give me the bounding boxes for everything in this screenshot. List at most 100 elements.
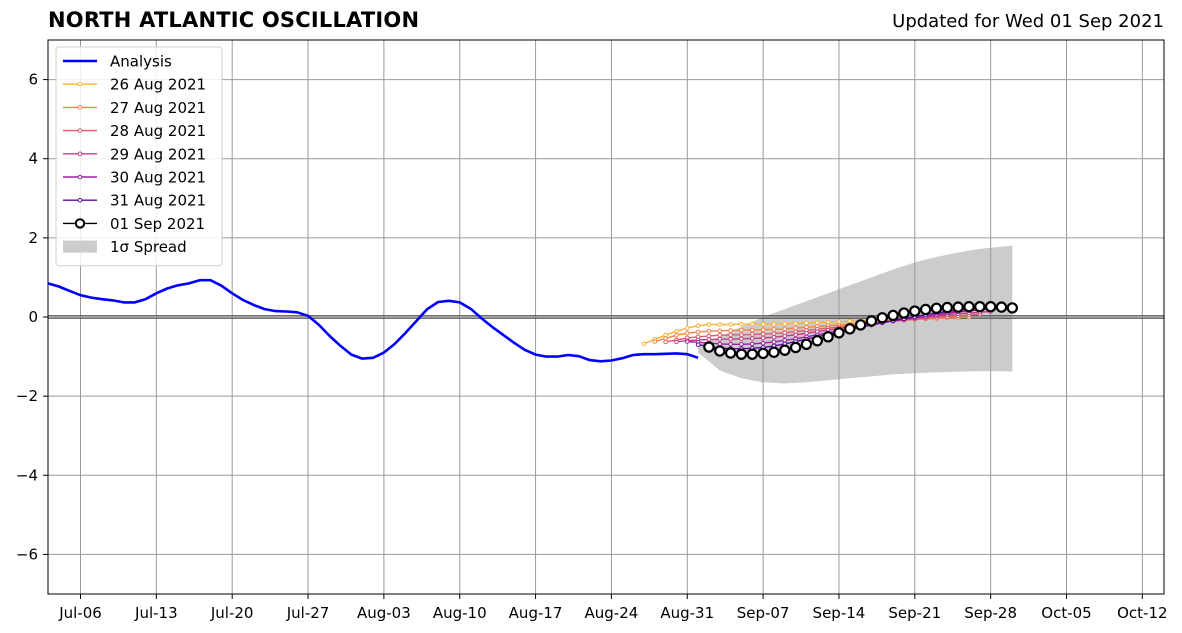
forecast-point bbox=[771, 334, 777, 340]
forecast-point bbox=[771, 331, 777, 336]
latest-forecast-point bbox=[898, 307, 910, 319]
forecast-point bbox=[663, 339, 668, 345]
forecast-point bbox=[749, 321, 755, 327]
forecast-point bbox=[760, 340, 766, 346]
forecast-point bbox=[760, 327, 766, 332]
y-tick-label: −4 bbox=[16, 466, 38, 484]
forecast-point bbox=[706, 333, 712, 339]
analysis-line bbox=[47, 278, 699, 363]
series-layer bbox=[47, 278, 1019, 363]
forecast-point bbox=[782, 321, 788, 327]
legend-marker bbox=[77, 174, 83, 180]
legend-marker bbox=[74, 218, 86, 229]
legend-label: 27 Aug 2021 bbox=[110, 99, 206, 117]
forecast-point bbox=[717, 341, 723, 347]
x-tick-label: Oct-12 bbox=[1117, 604, 1167, 622]
x-tick-label: Oct-05 bbox=[1041, 604, 1091, 622]
zero-line-layer bbox=[48, 315, 1164, 319]
latest-forecast-point bbox=[703, 341, 715, 353]
forecast-point bbox=[749, 336, 755, 341]
forecast-point bbox=[695, 323, 701, 329]
forecast-point bbox=[728, 322, 733, 327]
forecast-point bbox=[793, 325, 798, 331]
forecast-point bbox=[749, 327, 755, 333]
forecast-point bbox=[641, 341, 647, 347]
latest-forecast-point bbox=[724, 347, 737, 359]
latest-forecast-point bbox=[919, 303, 932, 316]
forecast-point bbox=[684, 325, 690, 331]
legend: Analysis 26 Aug 2021 27 Aug 2021 28 Aug 202… bbox=[55, 46, 223, 267]
legend-swatch bbox=[63, 240, 97, 253]
latest-forecast-point bbox=[1006, 302, 1019, 314]
forecast-point bbox=[782, 326, 788, 332]
x-tick-label: Aug-31 bbox=[660, 604, 714, 622]
legend-label: 31 Aug 2021 bbox=[110, 192, 206, 210]
forecast-point bbox=[771, 326, 777, 332]
legend-label: 28 Aug 2021 bbox=[110, 122, 206, 140]
forecast-point bbox=[695, 329, 701, 335]
forecast-point bbox=[782, 338, 788, 343]
forecast-point bbox=[695, 342, 701, 348]
forecast-point bbox=[663, 336, 668, 341]
forecast-point bbox=[814, 320, 820, 325]
latest-forecast-point bbox=[909, 305, 921, 317]
forecast-point bbox=[706, 328, 712, 334]
forecast-point bbox=[728, 342, 733, 347]
forecast-point bbox=[706, 337, 712, 342]
x-tick-label: Aug-17 bbox=[509, 604, 563, 622]
legend-label: Analysis bbox=[110, 53, 172, 71]
x-tick-label: Aug-10 bbox=[433, 604, 487, 622]
forecast-point bbox=[717, 332, 723, 338]
x-tick-label: Sep-14 bbox=[813, 604, 866, 622]
forecast-point bbox=[749, 332, 755, 337]
forecast-point bbox=[825, 319, 831, 325]
legend-box bbox=[55, 46, 223, 267]
latest-forecast-point bbox=[757, 347, 769, 360]
forecast-point bbox=[739, 332, 744, 338]
latest-forecast-point bbox=[974, 301, 986, 313]
latest-forecast-point bbox=[963, 301, 975, 313]
y-tick-label: −6 bbox=[16, 545, 38, 563]
x-tick-label: Jul-06 bbox=[58, 604, 102, 622]
latest-forecast-point bbox=[844, 323, 856, 335]
forecast-point bbox=[749, 341, 755, 347]
latest-forecast-point bbox=[735, 348, 748, 360]
x-tick-label: Jul-13 bbox=[134, 604, 178, 622]
x-tick-label: Sep-07 bbox=[737, 604, 790, 622]
forecast-point bbox=[760, 321, 766, 327]
latest-forecast-point bbox=[714, 345, 726, 357]
forecast-point bbox=[782, 333, 788, 339]
legend-label: 1σ Spread bbox=[110, 238, 187, 256]
latest-forecast-point bbox=[952, 301, 964, 313]
forecast-point bbox=[717, 322, 723, 327]
latest-forecast-point bbox=[941, 301, 954, 314]
latest-forecast-point bbox=[984, 301, 997, 313]
forecast-point bbox=[793, 321, 798, 326]
chart-title: NORTH ATLANTIC OSCILLATION bbox=[48, 8, 420, 32]
forecast-point bbox=[771, 339, 777, 345]
latest-forecast-point bbox=[822, 331, 834, 343]
forecast-point bbox=[739, 336, 744, 342]
x-tick-label: Sep-21 bbox=[888, 604, 941, 622]
legend-label: 01 Sep 2021 bbox=[110, 215, 205, 233]
forecast-point bbox=[717, 336, 723, 342]
y-tick-label: 0 bbox=[28, 308, 38, 326]
y-tick-label: 2 bbox=[28, 229, 38, 247]
latest-forecast-point bbox=[746, 348, 758, 360]
legend-label: 29 Aug 2021 bbox=[110, 145, 206, 163]
forecast-point bbox=[674, 328, 679, 334]
latest-forecast-point bbox=[865, 315, 878, 327]
x-tick-label: Aug-24 bbox=[585, 604, 639, 622]
latest-forecast-point bbox=[887, 309, 899, 322]
forecast-point bbox=[793, 332, 798, 338]
latest-forecast-point bbox=[789, 341, 802, 354]
legend-marker bbox=[77, 197, 83, 203]
latest-forecast-point bbox=[876, 312, 888, 324]
x-tick-label: Jul-27 bbox=[286, 604, 330, 622]
y-tick-label: 4 bbox=[28, 150, 38, 168]
forecast-point bbox=[684, 339, 690, 344]
x-tick-label: Aug-03 bbox=[357, 604, 411, 622]
legend-marker bbox=[77, 151, 83, 157]
legend-label: 26 Aug 2021 bbox=[110, 76, 206, 94]
